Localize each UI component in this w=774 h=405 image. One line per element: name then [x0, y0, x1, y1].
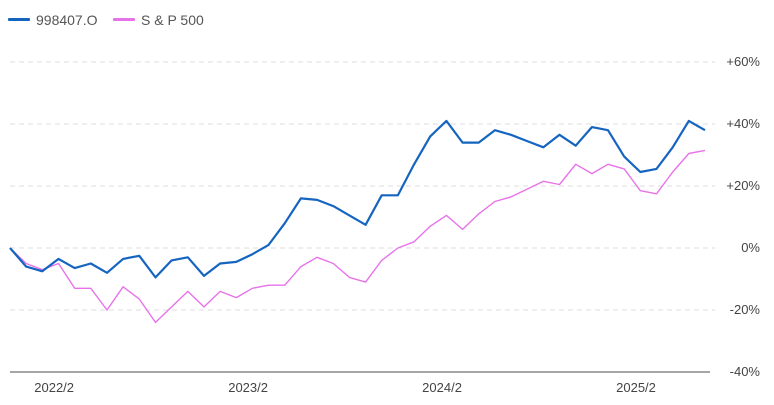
series-line-sp500: [9, 149, 706, 324]
legend-swatch-sp500: [113, 18, 135, 21]
legend-label-998407: 998407.O: [36, 12, 98, 28]
x-axis-tick-labels: 2022/2 2023/2 2024/2 2025/2: [34, 380, 656, 395]
x-tick-label: 2024/2: [422, 380, 462, 395]
x-tick-label: 2025/2: [616, 380, 656, 395]
y-tick-label: +40%: [726, 116, 760, 131]
y-tick-label: +60%: [726, 54, 760, 69]
series-lines: [9, 119, 706, 324]
y-tick-label: -20%: [730, 302, 761, 317]
x-tick-label: 2023/2: [228, 380, 268, 395]
y-axis-tick-labels: +60% +40% +20% 0% -20% -40%: [726, 54, 760, 379]
x-tick-label: 2022/2: [34, 380, 74, 395]
legend: 998407.O S & P 500: [8, 12, 204, 28]
y-tick-label: -40%: [730, 364, 761, 379]
gridlines: [10, 61, 715, 311]
y-tick-label: +20%: [726, 178, 760, 193]
legend-swatch-998407: [8, 18, 30, 21]
series-line-998407: [9, 119, 706, 279]
y-tick-label: 0%: [741, 240, 760, 255]
legend-label-sp500: S & P 500: [141, 12, 204, 28]
